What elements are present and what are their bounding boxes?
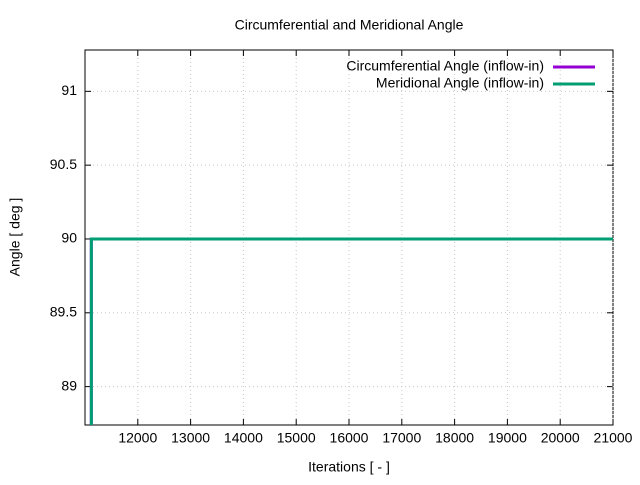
legend-label: Circumferential Angle (inflow-in) <box>346 58 544 74</box>
y-tick-label: 90 <box>61 230 77 246</box>
legend-label: Meridional Angle (inflow-in) <box>376 75 544 91</box>
x-tick-label: 14000 <box>224 430 263 446</box>
x-tick-label: 12000 <box>118 430 157 446</box>
x-tick-label: 16000 <box>330 430 369 446</box>
series-line <box>89 237 613 425</box>
y-tick-label: 89.5 <box>50 303 77 319</box>
y-tick-label: 91 <box>61 82 77 98</box>
x-axis-label: Iterations [ - ] <box>308 459 390 475</box>
y-tick-label: 89 <box>61 377 77 393</box>
x-tick-label: 20000 <box>541 430 580 446</box>
chart-title: Circumferential and Meridional Angle <box>235 17 464 33</box>
x-tick-label: 15000 <box>277 430 316 446</box>
x-tick-label: 18000 <box>435 430 474 446</box>
x-tick-label: 17000 <box>382 430 421 446</box>
x-tick-label: 21000 <box>594 430 633 446</box>
series-line <box>89 237 613 425</box>
x-tick-label: 19000 <box>488 430 527 446</box>
x-tick-label: 13000 <box>171 430 210 446</box>
y-tick-label: 90.5 <box>50 156 77 172</box>
y-axis-label: Angle [ deg ] <box>7 198 23 277</box>
